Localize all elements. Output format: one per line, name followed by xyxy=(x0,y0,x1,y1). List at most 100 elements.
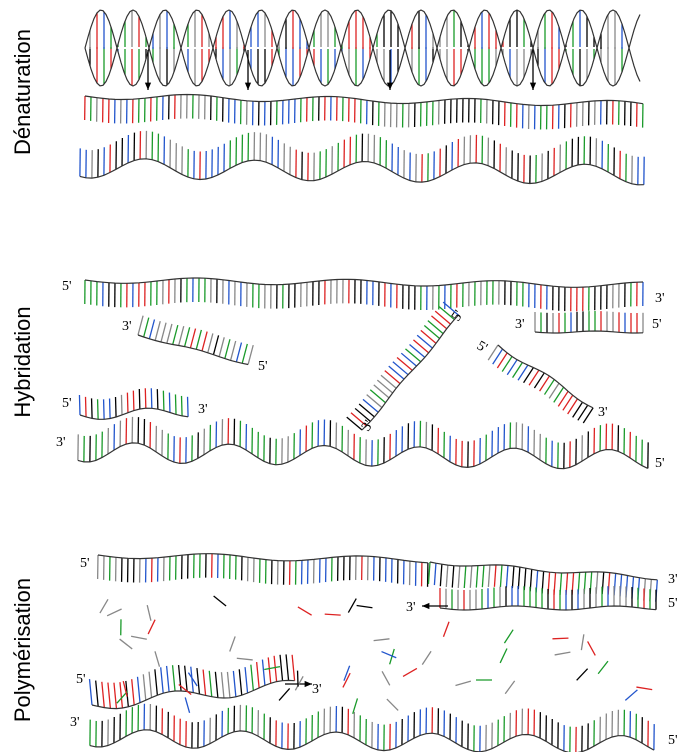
nucleotide xyxy=(187,672,198,687)
end-label: 5' xyxy=(655,456,665,471)
base xyxy=(511,566,515,589)
base xyxy=(150,388,153,409)
base xyxy=(178,326,185,346)
end-label: 5' xyxy=(62,279,72,294)
nucleotide xyxy=(499,648,508,664)
base xyxy=(229,340,237,361)
nucleotide xyxy=(184,697,191,714)
end-label: 3' xyxy=(312,682,322,697)
base xyxy=(195,329,202,350)
base xyxy=(496,352,508,369)
base xyxy=(285,654,290,681)
nucleotide xyxy=(147,619,156,635)
base xyxy=(434,310,451,325)
nucleotide xyxy=(580,634,585,651)
base xyxy=(160,667,164,694)
base xyxy=(431,315,448,330)
backbone xyxy=(89,729,655,752)
base xyxy=(487,344,499,361)
base xyxy=(162,390,165,411)
base xyxy=(224,339,231,359)
base xyxy=(168,392,171,413)
backbone xyxy=(84,9,641,87)
base xyxy=(148,671,153,698)
end-label: 3' xyxy=(359,418,377,434)
base xyxy=(492,348,504,365)
base xyxy=(165,665,170,692)
base xyxy=(84,396,87,417)
base xyxy=(373,384,390,399)
base xyxy=(539,375,550,392)
base xyxy=(369,389,386,404)
nucleotide xyxy=(154,651,161,667)
base xyxy=(156,389,159,410)
base xyxy=(438,306,455,321)
base xyxy=(96,399,99,420)
base xyxy=(291,654,296,681)
nucleotide xyxy=(343,665,351,681)
end-label: 5' xyxy=(76,672,86,687)
base xyxy=(174,394,177,415)
base xyxy=(166,323,173,344)
base xyxy=(212,335,220,355)
base xyxy=(420,329,437,344)
base xyxy=(439,564,443,587)
base xyxy=(138,389,141,410)
base xyxy=(154,669,159,696)
base xyxy=(261,659,266,686)
end-label: 3' xyxy=(70,715,80,730)
base xyxy=(433,563,437,586)
nucleotide xyxy=(455,680,472,687)
nucleotide xyxy=(624,689,638,701)
base xyxy=(119,682,124,709)
base xyxy=(362,398,379,413)
base xyxy=(214,671,219,698)
base xyxy=(247,344,254,365)
base xyxy=(107,682,112,709)
base xyxy=(409,343,426,358)
base xyxy=(267,657,272,684)
base xyxy=(416,334,433,349)
base xyxy=(232,670,237,697)
base xyxy=(427,561,431,584)
end-label: 3' xyxy=(406,600,416,615)
arrow-head xyxy=(529,82,537,90)
base xyxy=(384,370,401,385)
base xyxy=(506,359,518,376)
base xyxy=(533,372,545,389)
base xyxy=(427,320,444,335)
step-label: Dénaturation xyxy=(10,29,35,155)
base xyxy=(189,328,197,349)
backbone xyxy=(439,605,657,611)
base xyxy=(184,665,188,692)
base xyxy=(172,324,179,345)
backbone xyxy=(91,679,295,710)
arrow-head xyxy=(144,82,152,90)
end-label: 5' xyxy=(668,733,678,748)
base xyxy=(354,407,371,422)
base xyxy=(208,670,213,697)
base xyxy=(562,394,574,411)
base xyxy=(557,390,569,407)
end-label: 3' xyxy=(598,405,608,420)
base xyxy=(481,565,485,588)
base xyxy=(517,567,521,590)
nucleotide xyxy=(389,648,395,665)
base xyxy=(279,654,284,681)
base xyxy=(423,325,441,339)
nucleotide xyxy=(636,686,653,691)
base xyxy=(177,665,182,692)
end-label: 3' xyxy=(198,402,208,417)
base xyxy=(577,404,589,421)
nucleotide xyxy=(122,680,128,697)
base xyxy=(457,565,461,588)
base xyxy=(442,301,459,316)
nucleotide xyxy=(236,657,253,661)
nucleotide xyxy=(381,650,397,659)
base xyxy=(528,369,540,386)
base xyxy=(273,655,278,682)
base xyxy=(487,564,491,587)
backbone xyxy=(97,553,428,564)
base xyxy=(101,681,105,708)
nucleotide xyxy=(130,635,147,640)
